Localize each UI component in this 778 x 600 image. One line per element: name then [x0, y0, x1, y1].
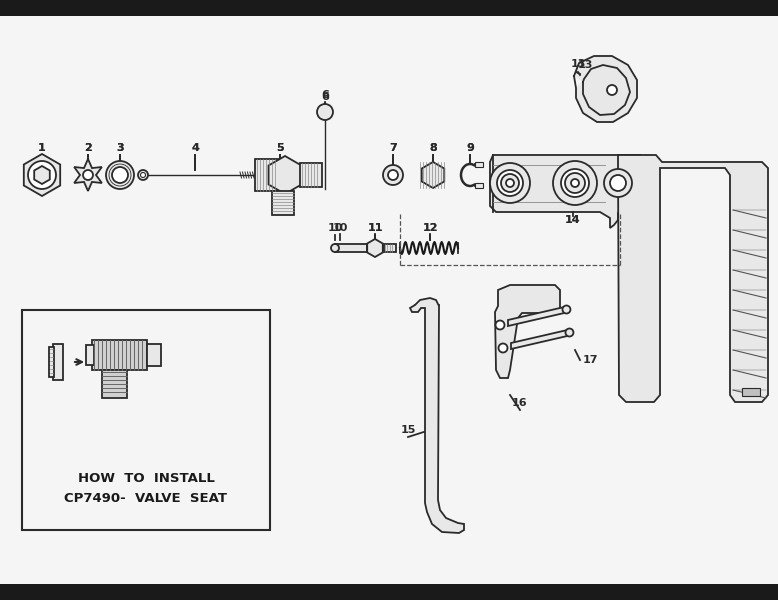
Circle shape	[112, 167, 128, 183]
Text: 6: 6	[321, 90, 329, 100]
Bar	[384, 244, 396, 252]
Polygon shape	[410, 298, 464, 533]
Circle shape	[604, 169, 632, 197]
Polygon shape	[574, 56, 637, 122]
Circle shape	[138, 170, 148, 180]
Circle shape	[499, 343, 507, 352]
Text: 10: 10	[332, 223, 348, 233]
Bar	[255, 159, 280, 191]
Bar	[92, 340, 147, 370]
Circle shape	[565, 173, 585, 193]
Bar	[335, 244, 367, 252]
Text: 2: 2	[84, 143, 92, 153]
Text: 4: 4	[191, 143, 199, 153]
Bar	[475, 183, 483, 188]
Text: 17: 17	[582, 355, 598, 365]
Text: 2: 2	[84, 143, 92, 153]
Circle shape	[562, 305, 570, 314]
Circle shape	[571, 179, 579, 187]
Text: 9: 9	[466, 143, 474, 153]
Polygon shape	[508, 307, 566, 326]
Text: 5: 5	[276, 143, 284, 153]
Text: CP7490-  VALVE  SEAT: CP7490- VALVE SEAT	[65, 491, 227, 505]
Circle shape	[496, 320, 504, 329]
Bar	[147, 344, 161, 366]
Bar	[102, 370, 127, 398]
Circle shape	[607, 85, 617, 95]
Polygon shape	[24, 154, 60, 196]
Circle shape	[317, 104, 333, 120]
Text: 4: 4	[191, 143, 199, 153]
Circle shape	[106, 161, 134, 189]
Bar	[321, 112, 329, 116]
Text: 11: 11	[367, 223, 383, 233]
Text: 14: 14	[565, 215, 581, 225]
Text: 13: 13	[570, 59, 586, 69]
Circle shape	[83, 170, 93, 180]
Polygon shape	[268, 156, 301, 194]
Polygon shape	[422, 162, 444, 188]
Circle shape	[28, 161, 56, 189]
Circle shape	[610, 175, 626, 191]
Bar	[300, 163, 322, 187]
Polygon shape	[74, 159, 102, 191]
Bar	[53, 344, 63, 380]
Circle shape	[141, 173, 145, 178]
Polygon shape	[618, 155, 768, 402]
Text: 3: 3	[116, 143, 124, 153]
Text: 12: 12	[422, 223, 438, 233]
Polygon shape	[495, 285, 560, 378]
Polygon shape	[367, 239, 383, 257]
Text: 12: 12	[422, 223, 438, 233]
Circle shape	[553, 161, 597, 205]
Polygon shape	[511, 329, 569, 349]
Bar	[0, 584, 778, 600]
Text: 7: 7	[389, 143, 397, 153]
Circle shape	[561, 169, 589, 197]
Bar	[742, 388, 760, 396]
Bar	[475, 162, 483, 167]
Text: 16: 16	[512, 398, 527, 408]
Text: 1: 1	[38, 143, 46, 153]
Circle shape	[490, 163, 530, 203]
Bar	[0, 0, 778, 16]
Text: 6: 6	[321, 92, 329, 102]
Bar	[22, 310, 270, 530]
Polygon shape	[34, 166, 50, 184]
Circle shape	[388, 170, 398, 180]
Text: 8: 8	[429, 143, 437, 153]
Text: 11: 11	[367, 223, 383, 233]
Bar	[49, 347, 54, 377]
Text: 3: 3	[116, 143, 124, 153]
Circle shape	[566, 329, 573, 337]
Bar	[272, 191, 294, 215]
Text: 14: 14	[565, 215, 581, 225]
Circle shape	[497, 170, 523, 196]
Circle shape	[331, 244, 339, 252]
Text: HOW  TO  INSTALL: HOW TO INSTALL	[78, 472, 215, 485]
Polygon shape	[490, 155, 656, 228]
Text: 1: 1	[38, 143, 46, 153]
Circle shape	[501, 174, 519, 192]
Circle shape	[383, 165, 403, 185]
Circle shape	[506, 179, 514, 187]
Text: 15: 15	[401, 425, 415, 435]
Text: 5: 5	[276, 143, 284, 153]
Text: 13: 13	[578, 60, 594, 70]
Text: 8: 8	[429, 143, 437, 153]
Bar	[86, 345, 94, 365]
Text: 7: 7	[389, 143, 397, 153]
Text: 9: 9	[466, 143, 474, 153]
Text: 10: 10	[328, 223, 342, 233]
